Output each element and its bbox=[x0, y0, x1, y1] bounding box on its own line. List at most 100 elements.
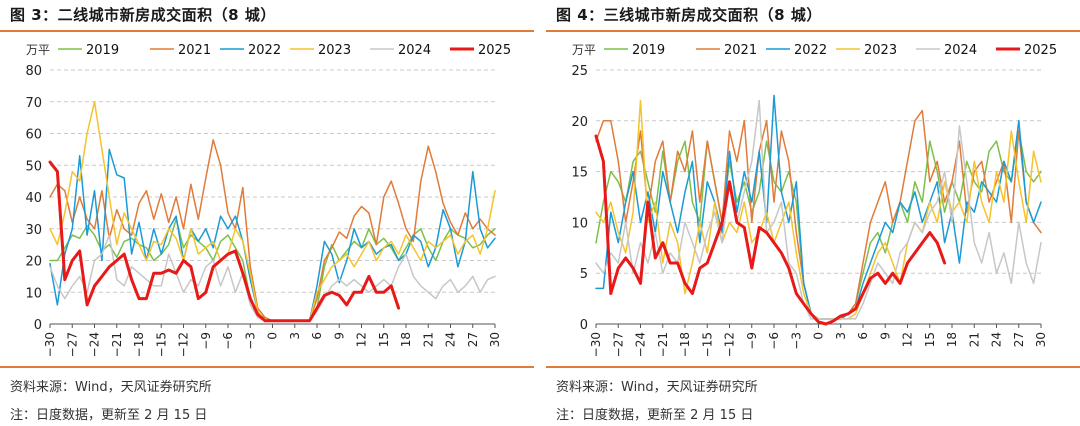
y-tick-label: 0 bbox=[34, 318, 42, 333]
legend-item-2024: 2024 bbox=[916, 43, 977, 58]
x-tick-label: −6 bbox=[767, 332, 781, 350]
legend-label: 2025 bbox=[478, 43, 511, 58]
x-tick-label: 18 bbox=[399, 332, 413, 347]
source-note: 资料来源：Wind，天风证券研究所 bbox=[10, 380, 212, 395]
x-tick-label: 0 bbox=[812, 332, 826, 340]
series-line-2022 bbox=[595, 94, 1042, 320]
title-divider bbox=[0, 30, 534, 32]
series-line-2021 bbox=[49, 139, 496, 322]
x-tick-label: 18 bbox=[945, 332, 959, 347]
x-tick-label: −21 bbox=[656, 332, 670, 357]
chart-title: 图 3：二线城市新房成交面积（8 城） bbox=[10, 6, 276, 24]
series-line-2021 bbox=[595, 109, 1042, 320]
y-tick-label: 5 bbox=[580, 267, 588, 282]
legend-label: 2023 bbox=[864, 43, 897, 58]
legend-label: 2021 bbox=[178, 43, 211, 58]
y-tick-label: 25 bbox=[571, 64, 588, 79]
series-line-2022 bbox=[49, 148, 496, 322]
source-note: 资料来源：Wind，天风证券研究所 bbox=[556, 380, 758, 395]
legend-item-2022: 2022 bbox=[766, 43, 827, 58]
legend-label: 2019 bbox=[632, 43, 665, 58]
x-tick-label: −30 bbox=[43, 332, 57, 357]
legend-item-2023: 2023 bbox=[290, 43, 351, 58]
y-tick-label: 80 bbox=[25, 64, 42, 79]
legend-label: 2022 bbox=[248, 43, 281, 58]
legend: 2019 2021 2022 2023 2024 2025 bbox=[604, 43, 1057, 58]
footer-divider bbox=[546, 366, 1080, 368]
x-tick-label: 30 bbox=[1034, 332, 1048, 347]
update-note: 注：日度数据，更新至 2 月 15 日 bbox=[10, 408, 208, 423]
legend-item-2024: 2024 bbox=[370, 43, 431, 58]
x-tick-label: −3 bbox=[243, 332, 257, 350]
y-tick-label: 10 bbox=[25, 286, 42, 301]
series-line-2024 bbox=[595, 99, 1042, 320]
x-tick-label: −12 bbox=[177, 332, 191, 357]
legend-item-2025: 2025 bbox=[450, 43, 511, 58]
x-tick-label: −9 bbox=[745, 332, 759, 350]
legend-item-2019: 2019 bbox=[58, 43, 119, 58]
legend-item-2025: 2025 bbox=[996, 43, 1057, 58]
y-tick-label: 0 bbox=[580, 318, 588, 333]
title-divider bbox=[546, 30, 1080, 32]
x-tick-label: −21 bbox=[110, 332, 124, 357]
x-tick-label: −3 bbox=[789, 332, 803, 350]
y-unit-label: 万平 bbox=[26, 43, 50, 57]
series-line-2019 bbox=[49, 218, 496, 322]
legend-label: 2019 bbox=[86, 43, 119, 58]
x-tick-label: 27 bbox=[1012, 332, 1026, 347]
chart-panel-second-tier: 图 3：二线城市新房成交面积（8 城） 万平 2019 2021 2022 2023 20… bbox=[0, 0, 534, 426]
x-tick-label: 3 bbox=[288, 332, 302, 340]
y-tick-label: 40 bbox=[25, 191, 42, 206]
y-tick-label: 30 bbox=[25, 223, 42, 238]
x-tick-label: 0 bbox=[266, 332, 280, 340]
y-tick-label: 10 bbox=[571, 216, 588, 231]
legend-item-2023: 2023 bbox=[836, 43, 897, 58]
line-chart-second-tier: 万平 2019 2021 2022 2023 2024 202501020304050607… bbox=[25, 43, 511, 357]
series-line-2019 bbox=[595, 130, 1042, 320]
x-tick-label: 9 bbox=[878, 332, 892, 340]
line-chart-third-tier: 万平 2019 2021 2022 2023 2024 20250510152025−30−… bbox=[571, 43, 1057, 357]
series-line-2025 bbox=[594, 134, 947, 326]
x-tick-label: 15 bbox=[923, 332, 937, 347]
x-tick-label: −15 bbox=[154, 332, 168, 357]
footer-divider bbox=[0, 366, 534, 368]
legend-item-2022: 2022 bbox=[220, 43, 281, 58]
x-tick-label: 21 bbox=[421, 332, 435, 347]
legend-item-2021: 2021 bbox=[696, 43, 757, 58]
x-tick-label: 30 bbox=[488, 332, 502, 347]
legend-label: 2024 bbox=[398, 43, 431, 58]
legend-label: 2023 bbox=[318, 43, 351, 58]
y-tick-label: 70 bbox=[25, 96, 42, 111]
legend-label: 2022 bbox=[794, 43, 827, 58]
chart-title: 图 4：三线城市新房成交面积（8 城） bbox=[556, 6, 822, 24]
x-tick-label: −9 bbox=[199, 332, 213, 350]
x-tick-label: −15 bbox=[700, 332, 714, 357]
series-line-2025 bbox=[48, 160, 401, 323]
x-tick-label: 27 bbox=[466, 332, 480, 347]
y-tick-label: 50 bbox=[25, 159, 42, 174]
x-tick-label: −18 bbox=[132, 332, 146, 357]
y-unit-label: 万平 bbox=[572, 43, 596, 57]
x-tick-label: 12 bbox=[355, 332, 369, 347]
x-tick-label: −18 bbox=[678, 332, 692, 357]
series-lines bbox=[594, 94, 1042, 326]
x-tick-label: 24 bbox=[990, 332, 1004, 347]
legend: 2019 2021 2022 2023 2024 2025 bbox=[58, 43, 511, 58]
x-tick-label: 21 bbox=[967, 332, 981, 347]
legend-item-2019: 2019 bbox=[604, 43, 665, 58]
y-tick-label: 15 bbox=[571, 166, 588, 181]
x-tick-label: 15 bbox=[377, 332, 391, 347]
y-tick-label: 20 bbox=[571, 115, 588, 130]
x-tick-label: −30 bbox=[589, 332, 603, 357]
x-tick-label: −24 bbox=[634, 332, 648, 357]
x-tick-label: −24 bbox=[88, 332, 102, 357]
x-tick-label: −27 bbox=[611, 332, 625, 357]
x-tick-label: −27 bbox=[65, 332, 79, 357]
x-tick-label: 9 bbox=[332, 332, 346, 340]
legend-label: 2021 bbox=[724, 43, 757, 58]
series-lines bbox=[48, 101, 496, 323]
x-tick-label: 12 bbox=[901, 332, 915, 347]
x-tick-label: 6 bbox=[310, 332, 324, 340]
x-tick-label: −12 bbox=[723, 332, 737, 357]
y-tick-label: 20 bbox=[25, 255, 42, 270]
